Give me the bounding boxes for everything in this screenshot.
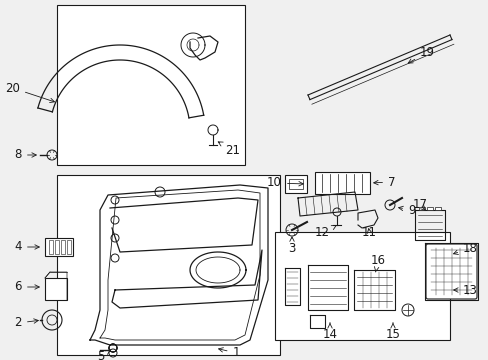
Bar: [61, 240, 65, 254]
Bar: [57, 5, 244, 165]
Bar: [45, 238, 73, 256]
Bar: [49, 240, 53, 254]
Text: 2: 2: [15, 316, 38, 329]
Text: 8: 8: [15, 148, 36, 162]
Bar: [55, 240, 59, 254]
Bar: [418, 207, 424, 210]
Text: 3: 3: [288, 237, 295, 255]
Bar: [285, 175, 306, 193]
Bar: [57, 175, 280, 355]
Text: 17: 17: [412, 198, 427, 211]
Text: 4: 4: [15, 240, 39, 253]
Text: 14: 14: [322, 323, 337, 342]
Text: 5: 5: [98, 350, 110, 360]
Text: 16: 16: [370, 253, 385, 272]
Text: 19: 19: [407, 45, 434, 63]
FancyBboxPatch shape: [425, 244, 476, 299]
Text: 7: 7: [373, 175, 395, 189]
Text: 12: 12: [314, 225, 335, 239]
Bar: [288, 179, 303, 189]
Text: 18: 18: [452, 242, 477, 255]
Bar: [314, 172, 369, 194]
Bar: [45, 278, 67, 300]
Bar: [274, 232, 449, 340]
Text: 1: 1: [218, 346, 240, 360]
Text: 13: 13: [453, 284, 477, 297]
Text: 15: 15: [385, 323, 400, 342]
Bar: [434, 207, 440, 210]
Text: 10: 10: [266, 176, 303, 189]
Text: 9: 9: [398, 203, 415, 216]
Bar: [426, 207, 432, 210]
Text: 6: 6: [15, 280, 39, 293]
Text: 21: 21: [218, 142, 240, 157]
Text: 20: 20: [5, 81, 54, 103]
Bar: [67, 240, 71, 254]
Text: 11: 11: [361, 226, 376, 239]
